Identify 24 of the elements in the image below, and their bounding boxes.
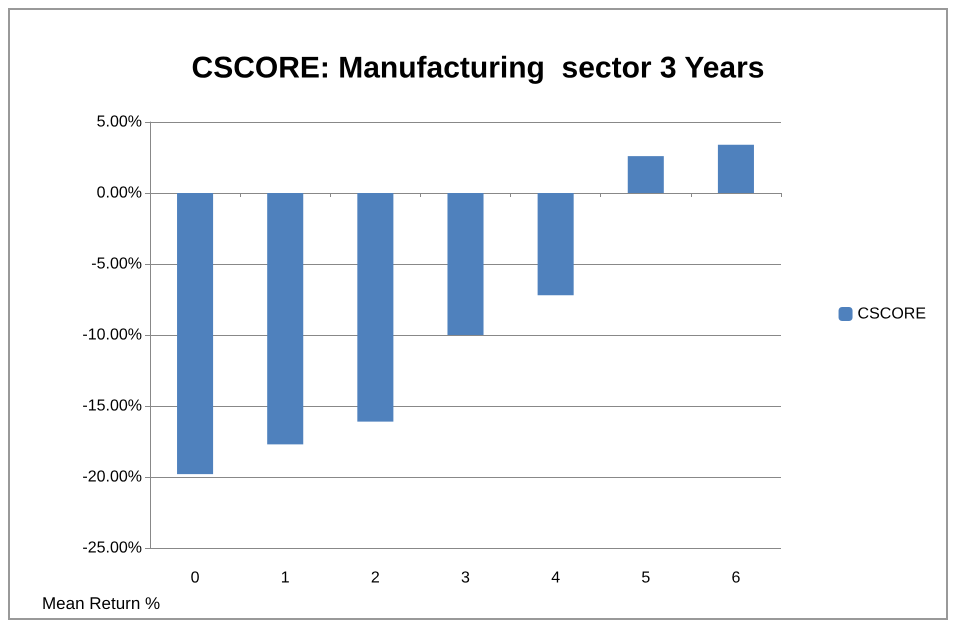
y-tick-label: -25.00% [82, 540, 142, 556]
y-tick-label: -20.00% [82, 468, 142, 486]
bar [538, 193, 574, 296]
bar [628, 156, 664, 193]
chart-title: CSCORE: Manufacturing sector 3 Years [192, 52, 764, 84]
y-tick-label: 5.00% [96, 114, 142, 130]
x-tick-label: 2 [370, 570, 380, 586]
bar [447, 193, 484, 335]
x-tick-label: 3 [461, 570, 470, 586]
x-tick-label: 4 [551, 570, 560, 586]
bar [177, 193, 214, 474]
y-tick-label: -10.00% [82, 326, 142, 344]
x-axis-title: Mean Return % [42, 594, 160, 613]
y-tick-label: -5.00% [91, 256, 142, 272]
x-tick-label: 1 [280, 570, 290, 586]
bar [718, 144, 754, 193]
bar [357, 193, 394, 422]
x-tick-label: 6 [731, 570, 740, 586]
y-tick-label: 0.00% [96, 184, 142, 202]
bar [267, 193, 304, 444]
y-tick-label: -15.00% [82, 398, 142, 414]
legend-label: CSCORE [858, 306, 926, 322]
x-tick-label: 5 [641, 570, 650, 586]
x-tick-label: 0 [190, 570, 200, 586]
